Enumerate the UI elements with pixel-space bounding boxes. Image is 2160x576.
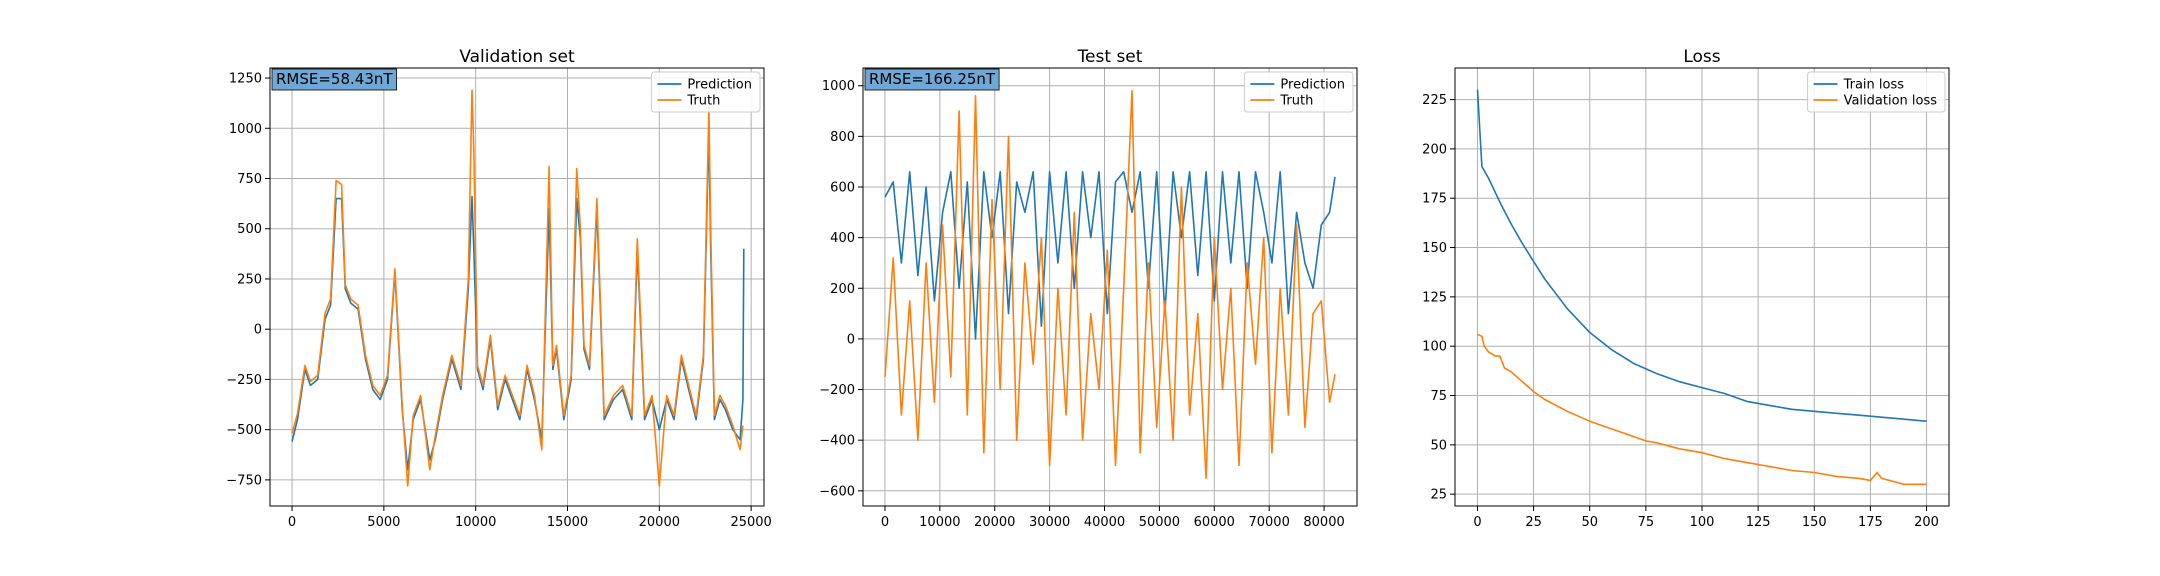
validation-y-tick-label: −500 — [226, 423, 262, 438]
validation-y-tick-label: −750 — [226, 473, 262, 488]
test-y-tick-label: 400 — [830, 231, 855, 246]
validation-series-truth — [291, 89, 744, 487]
loss-y-tick-label: 175 — [1422, 192, 1447, 207]
validation-y-tick-label: 750 — [237, 172, 262, 187]
loss-legend-label: Train loss — [1843, 78, 1905, 93]
validation-x-tick-label: 15000 — [547, 515, 588, 530]
validation-y-tick-label: 1250 — [229, 72, 262, 87]
loss-x-tick-label: 100 — [1690, 515, 1715, 530]
test-x-tick-label: 70000 — [1248, 515, 1289, 530]
test-y-tick-label: −600 — [819, 484, 855, 499]
loss-x-tick-label: 25 — [1525, 515, 1542, 530]
validation-axes-frame — [269, 67, 765, 507]
test-series-truth — [884, 90, 1336, 480]
loss-y-tick-label: 100 — [1422, 340, 1447, 355]
validation-legend-box — [650, 71, 761, 113]
loss-title: Loss — [1683, 47, 1720, 67]
test-y-tick-label: 200 — [830, 282, 855, 297]
loss-x-tick-label: 50 — [1581, 515, 1598, 530]
test-y-tick-label: 600 — [830, 180, 855, 195]
validation-y-tick-label: 500 — [237, 222, 262, 237]
validation-y-tick-label: 250 — [237, 272, 262, 287]
loss-series-train-loss — [1476, 89, 1927, 422]
loss-x-tick-label: 125 — [1746, 515, 1771, 530]
loss-y-tick-label: 75 — [1430, 389, 1447, 404]
test-x-tick-label: 40000 — [1084, 515, 1125, 530]
test-y-tick-label: 800 — [830, 130, 855, 145]
validation-panel: 0 5000 10000 15000 20000 25000 −750 −500 −250 0 25… — [226, 47, 772, 530]
test-x-tick-label: 20000 — [974, 515, 1015, 530]
test-x-tick-label: 30000 — [1029, 515, 1070, 530]
validation-x-tick-label: 0 — [288, 515, 296, 530]
test-x-tick-label: 80000 — [1303, 515, 1344, 530]
loss-x-tick-label: 175 — [1858, 515, 1883, 530]
validation-rmse-annotation: RMSE=58.43nT — [271, 68, 397, 91]
loss-panel: 0 25 50 75 100 125 150 175 200 25 50 75 100 125 150 175… — [1422, 47, 1950, 530]
test-rmse-text: RMSE=166.25nT — [869, 70, 996, 88]
validation-x-tick-label: 20000 — [639, 515, 680, 530]
loss-y-tick-label: 50 — [1430, 438, 1447, 453]
validation-y-tick-label: −250 — [226, 373, 262, 388]
test-rmse-box — [864, 68, 1000, 91]
loss-y-tick-label: 25 — [1430, 488, 1447, 503]
validation-legend-label: Prediction — [687, 78, 752, 93]
validation-y-tick-label: 1000 — [229, 122, 262, 137]
test-y-tick-label: −400 — [819, 434, 855, 449]
loss-x-tick-label: 75 — [1638, 515, 1655, 530]
loss-legend-box — [1807, 71, 1946, 113]
test-x-tick-label: 60000 — [1194, 515, 1235, 530]
test-y-tick-label: −200 — [819, 383, 855, 398]
validation-rmse-box — [271, 68, 397, 91]
test-panel: 0 10000 20000 30000 40000 50000 60000 70000 8000… — [819, 47, 1358, 530]
test-legend-box — [1243, 71, 1354, 113]
validation-x-tick-label: 25000 — [730, 515, 771, 530]
test-x-tick-label: 0 — [881, 515, 889, 530]
test-title: Test set — [1077, 47, 1143, 67]
test-x-tick-label: 10000 — [919, 515, 960, 530]
validation-x-tick-label: 5000 — [367, 515, 400, 530]
loss-y-tick-label: 225 — [1422, 93, 1447, 108]
test-y-tick-label: 1000 — [822, 79, 855, 94]
test-rmse-annotation: RMSE=166.25nT — [864, 68, 1000, 91]
test-y-tick-label: 0 — [847, 332, 855, 347]
loss-legend-label: Validation loss — [1844, 94, 1938, 109]
test-series-prediction — [884, 171, 1336, 340]
validation-y-tick-label: 0 — [254, 323, 262, 338]
loss-y-tick-label: 125 — [1422, 290, 1447, 305]
validation-rmse-text: RMSE=58.43nT — [276, 70, 393, 88]
loss-x-tick-label: 200 — [1914, 515, 1939, 530]
loss-y-tick-label: 150 — [1422, 241, 1447, 256]
test-x-tick-label: 50000 — [1139, 515, 1180, 530]
loss-series-validation-loss — [1477, 333, 1927, 486]
validation-title: Validation set — [459, 47, 575, 67]
test-legend-label: Prediction — [1280, 78, 1345, 93]
loss-x-tick-label: 150 — [1802, 515, 1827, 530]
test-legend-label: Truth — [1279, 94, 1313, 109]
validation-x-tick-label: 10000 — [455, 515, 496, 530]
test-axes-frame — [862, 67, 1358, 507]
loss-y-tick-label: 200 — [1422, 142, 1447, 157]
loss-x-tick-label: 0 — [1473, 515, 1481, 530]
validation-legend-label: Truth — [686, 94, 720, 109]
